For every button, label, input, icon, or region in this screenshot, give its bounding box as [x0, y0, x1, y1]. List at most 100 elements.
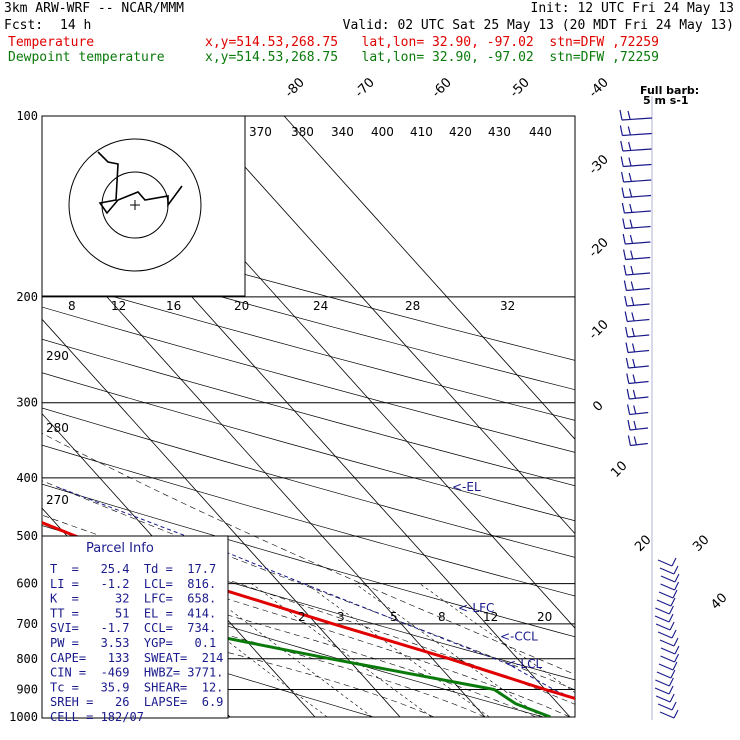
pressure-label: 1000	[9, 710, 38, 724]
dewpoint-profile-line	[42, 587, 552, 717]
dewpoint-legend-info: x,y=514.53,268.75 lat,lon= 32.90, -97.02…	[205, 50, 659, 65]
parcel-level-marker: <-EL	[452, 480, 481, 494]
mixing-ratio-label: 2	[298, 610, 306, 624]
wind-barb	[657, 557, 677, 567]
wind-scale-label: 24	[313, 299, 328, 313]
hodograph-ring-outer	[68, 138, 202, 272]
model-title: 3km ARW-WRF -- NCAR/MMM	[4, 1, 185, 16]
parcel-info-row: SREH = 26 LAPSE= 6.9	[50, 695, 223, 709]
parcel-level-marker: <-CCL	[500, 629, 538, 643]
wind-barb	[619, 125, 652, 137]
moist-adiabat-line	[42, 607, 435, 717]
hodograph-direction-label: 270	[46, 493, 69, 507]
barb-key-value: 5 m s-1	[643, 94, 689, 107]
wind-barb	[621, 187, 652, 199]
temperature-tick-label: 30	[690, 533, 712, 555]
wind-barb	[623, 264, 651, 276]
forecast-hour: 14 h	[60, 18, 92, 33]
theta-label: 380	[291, 125, 314, 139]
parcel-info-row: Tc = 35.9 SHEAR= 12.	[50, 680, 223, 694]
wind-barb	[625, 357, 649, 369]
temperature-legend-label: Temperature	[8, 35, 95, 50]
pressure-label: 800	[16, 652, 38, 666]
pressure-label: 100	[16, 109, 38, 123]
hodograph-center-cross	[130, 200, 140, 210]
hodograph-trace-line	[97, 151, 183, 215]
wind-barb	[660, 645, 680, 655]
init-time: Init: 12 UTC Fri 24 May 13	[530, 1, 735, 16]
wind-barb	[626, 388, 649, 400]
isotherm-line	[42, 224, 486, 717]
theta-label: 400	[371, 125, 394, 139]
dry-adiabat-line	[42, 246, 575, 391]
wind-barb	[621, 171, 652, 183]
parcel-info-row: T = 25.4 Td = 17.7	[50, 562, 216, 576]
wind-barbs	[619, 96, 680, 720]
wind-barb	[620, 156, 652, 168]
valid-time: Valid: 02 UTC Sat 25 May 13 (20 MDT Fri …	[342, 18, 734, 33]
dry-adiabat-line	[42, 338, 575, 487]
parcel-info-title: Parcel Info	[86, 541, 154, 556]
wind-barb	[627, 404, 649, 416]
parcel-info-row: LI = -1.2 LCL= 816.	[50, 577, 216, 591]
wind-barb	[654, 613, 674, 623]
wind-barb	[624, 311, 650, 323]
wind-barb	[622, 218, 651, 230]
theta-label: 420	[449, 125, 472, 139]
wind-barb	[654, 685, 674, 695]
wind-scale-label: 12	[111, 299, 126, 313]
mixing-ratio-line	[251, 583, 432, 717]
wind-scale-label: 16	[166, 299, 181, 313]
dry-adiabat-line	[42, 615, 374, 717]
temperature-tick-label: -70	[352, 75, 378, 101]
pressure-label: 200	[16, 290, 38, 304]
plot-border	[41, 115, 576, 718]
parcel-info-row: CAPE= 133 SWEAT= 214	[50, 651, 223, 665]
wind-barb	[659, 709, 679, 719]
temperature-tick-label: 10	[608, 459, 630, 481]
parcel-info-row: TT = 51 EL = 414.	[50, 606, 216, 620]
parcel-info-panel: Parcel Info T = 25.4 Td = 17.7LI = -1.2 L…	[41, 535, 229, 724]
isotherm-line	[283, 116, 575, 440]
temperature-tick-label: -30	[586, 152, 612, 178]
theta-label: 430	[488, 125, 511, 139]
wind-barb	[659, 637, 679, 647]
wind-barb	[623, 280, 650, 292]
wind-scale-label: 28	[405, 299, 420, 313]
dry-adiabat-line	[42, 306, 575, 453]
wind-barb	[627, 419, 649, 431]
pressure-label: 600	[16, 577, 38, 591]
wind-barb	[657, 701, 677, 711]
theta-label: 370	[249, 125, 272, 139]
wind-barb	[658, 661, 678, 671]
wind-barb	[623, 249, 651, 261]
parcel-info-row: K = 32 LFC= 658.	[50, 592, 216, 606]
barb-key-title: Full barb:	[640, 84, 699, 97]
theta-label: 410	[410, 125, 433, 139]
wind-barb	[655, 677, 674, 687]
wind-barb	[660, 653, 680, 663]
temperature-tick-label: 40	[708, 591, 730, 613]
temperature-tick-label: -40	[586, 75, 612, 101]
wind-barb	[625, 326, 650, 338]
wind-barb	[621, 202, 651, 214]
dry-adiabat-line	[42, 568, 544, 717]
wind-scale-label: 32	[500, 299, 515, 313]
temperature-tick-label: -20	[586, 235, 612, 261]
wind-barb	[657, 629, 677, 639]
temperature-tick-label: -80	[282, 75, 308, 101]
parcel-info-row: CELL = 182/07	[50, 710, 144, 724]
parcel-info-row: PW = 3.53 YGP= 0.1	[50, 636, 216, 650]
wind-barb	[619, 109, 653, 121]
dry-adiabat-line	[42, 483, 575, 638]
hodograph-direction-label: 280	[46, 421, 69, 435]
wind-barb	[655, 693, 675, 703]
pressure-label: 900	[16, 682, 38, 696]
pressure-label: 700	[16, 617, 38, 631]
wind-barb	[625, 342, 650, 354]
mixing-ratio-label: 20	[537, 610, 552, 624]
wind-barb	[658, 589, 678, 599]
mixing-ratio-label: 5	[390, 610, 398, 624]
pressure-label: 500	[16, 529, 38, 543]
